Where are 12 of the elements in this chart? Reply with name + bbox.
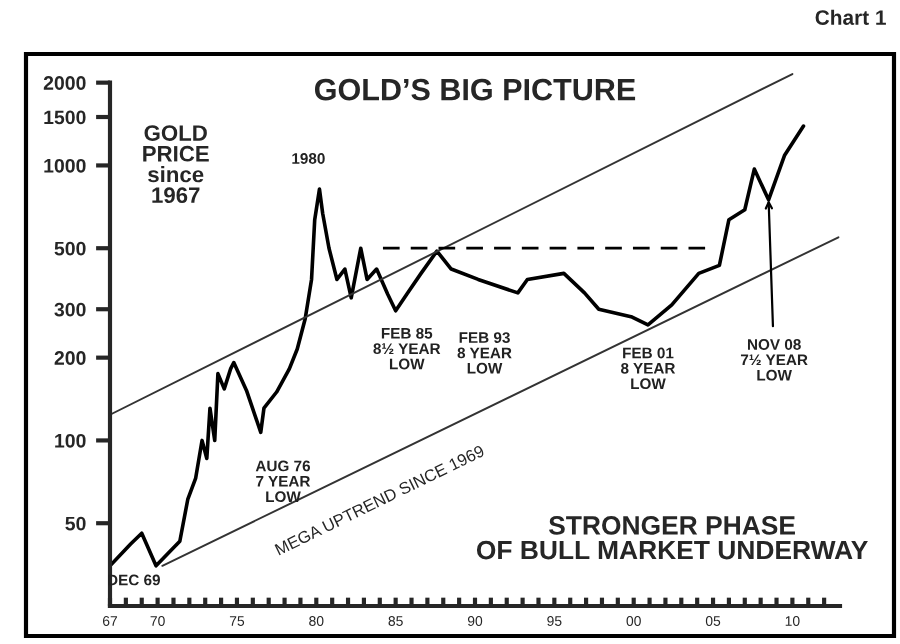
annotation: STRONGER PHASE OF BULL MARKET UNDERWAY <box>476 516 868 560</box>
y-tick-label: 100 <box>55 433 86 448</box>
y-tick-label: 1500 <box>44 110 86 125</box>
caption: Chart 1 <box>815 9 886 25</box>
y-tick-label: 300 <box>54 302 86 317</box>
annotation: GOLD PRICE since 1967 <box>143 125 209 204</box>
y-tick-label: 200 <box>54 351 86 365</box>
y-tick-label: 1000 <box>44 158 86 173</box>
y-tick-label: 2000 <box>43 76 86 90</box>
text: GOLD’S BIG PICTURE <box>314 78 636 101</box>
y-tick-label: 50 <box>65 516 86 531</box>
y-tick-label: 500 <box>54 241 86 256</box>
